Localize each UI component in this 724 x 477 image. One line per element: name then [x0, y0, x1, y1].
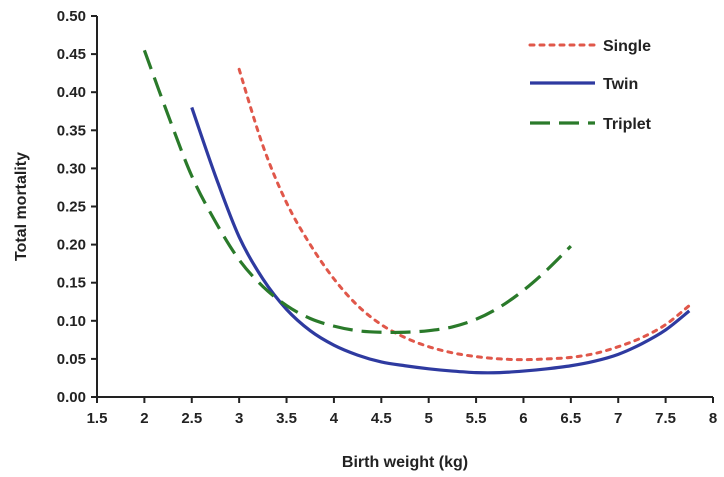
x-tick-label: 7.5	[655, 410, 676, 427]
x-tick-label: 3.5	[276, 410, 297, 427]
plot-lines	[142, 49, 691, 375]
x-tick-label: 2	[140, 410, 148, 427]
x-tick-label: 5	[425, 410, 433, 427]
x-tick-label: 4	[330, 410, 339, 427]
y-tick-label: 0.25	[57, 199, 86, 216]
series-line-single	[237, 67, 691, 362]
legend: Single Twin Triplet	[528, 38, 652, 133]
y-tick-label: 0.40	[57, 84, 86, 101]
y-tick-label: 0.45	[57, 46, 86, 63]
y-tick-label: 0.05	[57, 351, 86, 368]
legend-label-triplet: Triplet	[603, 116, 652, 133]
x-axis-title: Birth weight (kg)	[342, 454, 468, 471]
x-tick-label: 6	[519, 410, 527, 427]
y-ticks: 0.00 0.05 0.10 0.15 0.20 0.25 0.30 0.35 0.40 0.45…	[57, 8, 97, 406]
axes	[96, 16, 713, 398]
x-tick-label: 7	[614, 410, 622, 427]
y-tick-label: 0.30	[57, 160, 86, 177]
y-axis-title: Total mortality	[13, 152, 30, 261]
y-tick-label: 0.20	[57, 237, 86, 254]
x-tick-label: 2.5	[181, 410, 202, 427]
y-tick-label: 0.15	[57, 275, 86, 292]
x-tick-label: 8	[709, 410, 717, 427]
x-ticks: 1.5 2 2.5 3 3.5 4 4.5 5 5.5 6 6.5 7 7.5 8	[87, 397, 717, 427]
x-tick-label: 4.5	[371, 410, 392, 427]
x-tick-label: 6.5	[560, 410, 581, 427]
series-line-triplet	[142, 49, 572, 335]
x-tick-label: 5.5	[466, 410, 487, 427]
x-tick-label: 3	[235, 410, 243, 427]
legend-label-single: Single	[603, 38, 651, 55]
y-tick-label: 0.10	[57, 313, 86, 330]
y-tick-label: 0.00	[57, 389, 86, 406]
legend-label-twin: Twin	[603, 76, 638, 93]
x-tick-label: 1.5	[87, 410, 108, 427]
y-tick-label: 0.35	[57, 122, 86, 139]
y-tick-label: 0.50	[57, 8, 86, 25]
series-line-twin	[190, 106, 691, 375]
